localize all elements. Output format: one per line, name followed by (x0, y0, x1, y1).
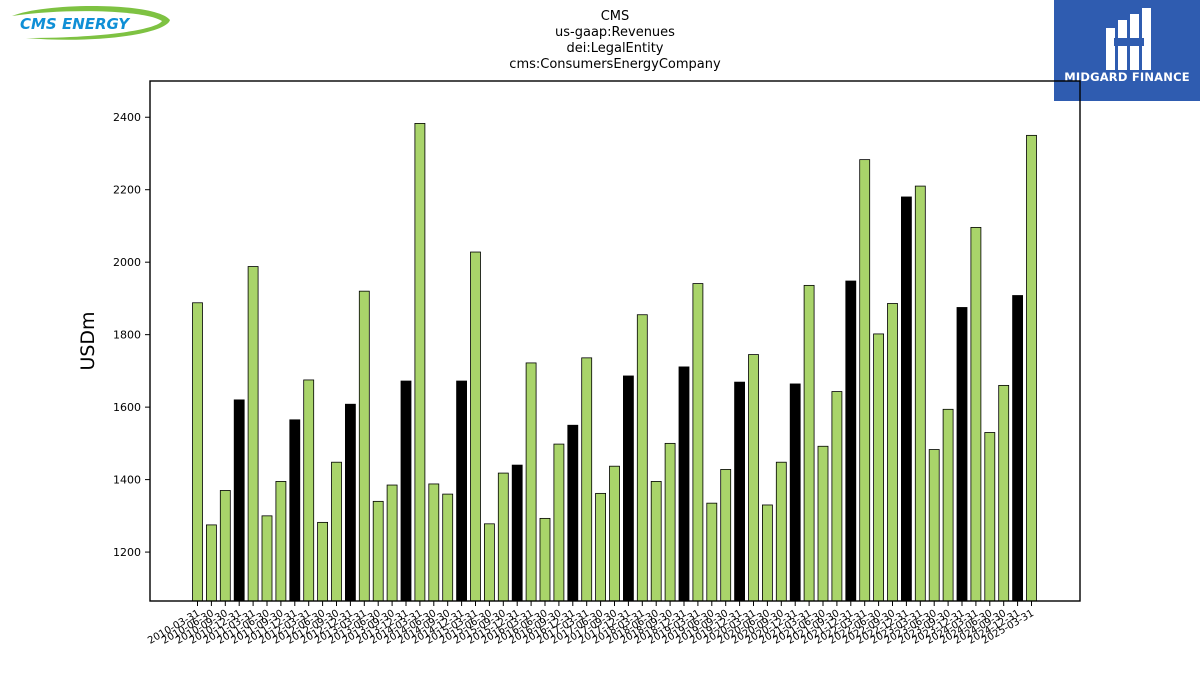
bar (984, 432, 996, 602)
bar (956, 307, 968, 602)
bar (775, 461, 787, 602)
midgard-mark-icon (1106, 8, 1151, 70)
bar (205, 524, 217, 602)
bar (928, 449, 940, 602)
cms-energy-logo: CMS ENERGY (12, 5, 170, 40)
logo-swoosh (12, 5, 170, 40)
bar (372, 500, 384, 602)
bar (1026, 134, 1037, 602)
bar (581, 357, 593, 602)
bar (539, 517, 551, 602)
bar (692, 283, 704, 602)
y-axis-label: USDm (77, 311, 99, 370)
bar (511, 464, 523, 602)
bar (317, 521, 329, 602)
bar (650, 481, 662, 602)
bar (678, 366, 690, 602)
bar (219, 490, 231, 602)
bar (636, 314, 648, 602)
bar (358, 290, 370, 602)
bar (456, 380, 468, 602)
y-axis: 1200 1400 1600 1800 2000 2200 2400 (113, 111, 150, 559)
bar (887, 303, 898, 602)
bar (497, 472, 509, 602)
bar (192, 302, 203, 602)
left-logo-text: CMS ENERGY (20, 15, 131, 33)
bar (706, 502, 718, 602)
bar (414, 123, 426, 602)
bar (553, 443, 565, 602)
bar (303, 379, 315, 602)
chart-title-line: us-gaap:Revenues (555, 25, 675, 40)
bar (386, 484, 398, 602)
bar (998, 384, 1010, 602)
chart-title-line: cms:ConsumersEnergyCompany (509, 57, 721, 72)
y-tick-label: 2200 (113, 184, 141, 197)
bar (470, 251, 481, 602)
bar (970, 226, 982, 602)
chart-title: CMSus-gaap:Revenuesdei:LegalEntitycms:Co… (509, 9, 721, 72)
chart-title-line: dei:LegalEntity (566, 41, 663, 56)
bar (233, 399, 245, 602)
y-tick-label: 1800 (113, 329, 141, 342)
midgard-finance-logo: MIDGARD FINANCE (1054, 0, 1200, 101)
bar (289, 419, 301, 602)
bar (400, 380, 412, 602)
bar (803, 284, 815, 602)
bar (247, 266, 259, 602)
x-axis: 2010-03-312010-06-302010-09-302010-12-31… (146, 601, 1036, 647)
bar (748, 354, 759, 602)
bar (609, 465, 620, 602)
bar (623, 375, 634, 602)
y-tick-label: 2400 (113, 111, 141, 124)
y-tick-label: 1600 (113, 401, 141, 414)
bar (442, 493, 454, 602)
right-logo-text: MIDGARD FINANCE (1064, 70, 1190, 84)
bar (762, 504, 773, 602)
bar (873, 333, 884, 602)
bar (942, 408, 954, 602)
bar (664, 442, 676, 602)
chart-title-line: CMS (601, 9, 630, 24)
bar (428, 483, 440, 602)
bar-series (192, 123, 1037, 602)
bar (344, 403, 356, 602)
bar (914, 185, 926, 602)
bar (483, 523, 495, 602)
bar (817, 445, 829, 602)
bar (1012, 295, 1023, 602)
bar (595, 492, 606, 602)
bar (275, 481, 287, 602)
bar (331, 461, 342, 602)
bar (901, 196, 912, 602)
bar (734, 381, 745, 602)
bar (720, 469, 732, 602)
y-tick-label: 2000 (113, 256, 141, 269)
bar (845, 280, 857, 602)
bar (831, 391, 843, 602)
bar (525, 362, 537, 602)
bar (261, 515, 273, 602)
bar (859, 159, 871, 602)
bar (567, 424, 579, 602)
y-tick-label: 1200 (113, 546, 141, 559)
y-tick-label: 1400 (113, 474, 141, 487)
bar (789, 383, 801, 602)
